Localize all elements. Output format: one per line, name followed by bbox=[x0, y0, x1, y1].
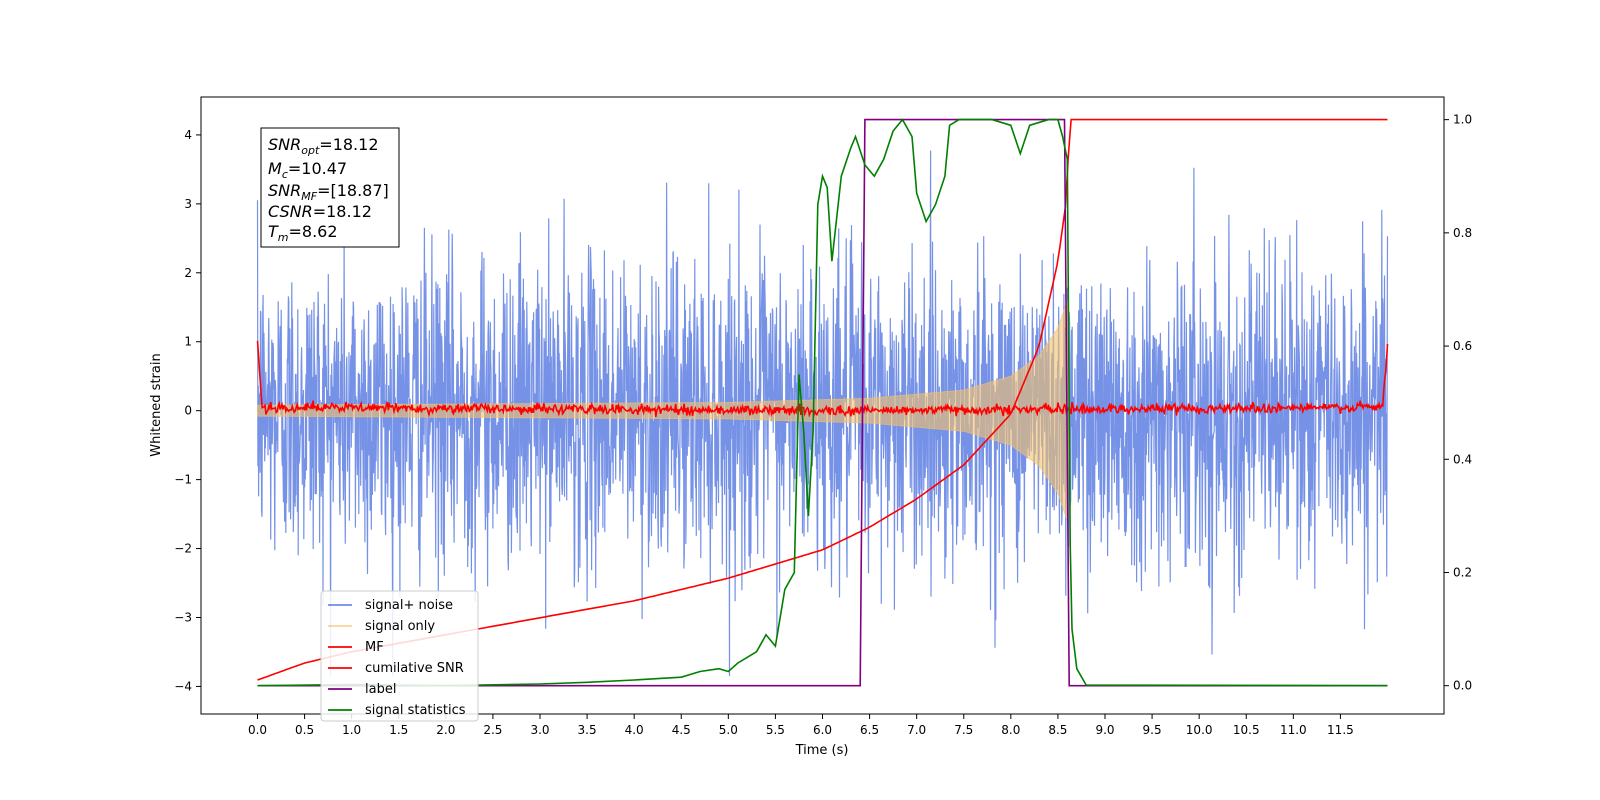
y-tick-label: 4 bbox=[184, 128, 192, 142]
annotation-csnr: CSNR=18.12 bbox=[268, 202, 372, 221]
y-right-tick-label: 1.0 bbox=[1453, 113, 1472, 127]
x-tick-label: 6.5 bbox=[860, 723, 879, 737]
annotation-box: SNRopt=18.12 Mc=10.47 SNRMF=[18.87] CSNR… bbox=[260, 127, 400, 248]
x-tick-label: 3.0 bbox=[530, 723, 549, 737]
x-axis: 0.0 0.5 1.0 1.5 2.0 2.5 3.0 3.5 4.0 4.5 5.0 5.5 6.0 6… bbox=[248, 714, 1354, 737]
x-tick-label: 5.5 bbox=[766, 723, 785, 737]
y-tick-label: −3 bbox=[174, 610, 192, 624]
x-tick-label: 9.5 bbox=[1143, 723, 1162, 737]
y-axis-right: 0.0 0.2 0.4 0.6 0.8 1.0 bbox=[1444, 113, 1472, 693]
x-tick-label: 0.0 bbox=[248, 723, 267, 737]
x-tick-label: 0.5 bbox=[295, 723, 314, 737]
x-tick-label: 10.5 bbox=[1233, 723, 1260, 737]
annotation-tm: Tm=8.62 bbox=[268, 222, 338, 244]
x-tick-label: 11.0 bbox=[1280, 723, 1307, 737]
legend-label: signal only bbox=[365, 619, 435, 634]
y-axis-left: −4 −3 −2 −1 0 1 2 3 4 bbox=[174, 128, 201, 693]
x-tick-label: 10.0 bbox=[1186, 723, 1213, 737]
legend: signal+ noise signal only MF cumilative SNR… bbox=[320, 590, 479, 722]
y-right-tick-label: 0.6 bbox=[1453, 339, 1472, 353]
x-tick-label: 9.0 bbox=[1095, 723, 1114, 737]
y-axis-label: Whitened strain bbox=[149, 353, 164, 456]
x-tick-label: 3.5 bbox=[578, 723, 597, 737]
legend-label: signal+ noise bbox=[365, 598, 453, 613]
x-tick-label: 11.5 bbox=[1327, 723, 1354, 737]
y-tick-label: 1 bbox=[184, 335, 192, 349]
x-tick-label: 2.5 bbox=[483, 723, 502, 737]
x-axis-label: Time (s) bbox=[795, 743, 849, 758]
x-tick-label: 4.0 bbox=[625, 723, 644, 737]
x-tick-label: 5.0 bbox=[719, 723, 738, 737]
annotation-snr-opt: SNRopt=18.12 bbox=[268, 135, 379, 157]
y-right-tick-label: 0.8 bbox=[1453, 226, 1472, 240]
y-tick-label: −4 bbox=[174, 679, 192, 693]
x-tick-label: 7.5 bbox=[954, 723, 973, 737]
legend-label: label bbox=[365, 682, 396, 697]
legend-label: MF bbox=[365, 640, 384, 655]
annotation-mc: Mc=10.47 bbox=[268, 159, 347, 181]
y-tick-label: 3 bbox=[184, 197, 192, 211]
y-right-tick-label: 0.4 bbox=[1453, 452, 1472, 466]
y-tick-label: 0 bbox=[184, 404, 192, 418]
series-signal-statistics bbox=[257, 118, 1388, 687]
y-tick-label: 2 bbox=[184, 266, 192, 280]
x-tick-label: 8.0 bbox=[1001, 723, 1020, 737]
y-tick-label: −2 bbox=[174, 542, 192, 556]
series-signal-noise bbox=[256, 150, 1389, 677]
y-tick-label: −1 bbox=[174, 473, 192, 487]
x-tick-label: 6.0 bbox=[813, 723, 832, 737]
series-mf bbox=[256, 340, 1389, 418]
annotation-snr-mf: SNRMF=[18.87] bbox=[268, 181, 389, 203]
series-signal-only bbox=[257, 300, 1070, 521]
x-tick-label: 1.0 bbox=[342, 723, 361, 737]
x-tick-label: 2.0 bbox=[436, 723, 455, 737]
legend-label: signal statistics bbox=[365, 703, 466, 718]
x-tick-label: 8.5 bbox=[1048, 723, 1067, 737]
legend-label: cumilative SNR bbox=[365, 661, 464, 676]
y-right-tick-label: 0.0 bbox=[1453, 679, 1472, 693]
x-tick-label: 1.5 bbox=[389, 723, 408, 737]
x-tick-label: 7.0 bbox=[907, 723, 926, 737]
y-right-tick-label: 0.2 bbox=[1453, 565, 1472, 579]
x-tick-label: 4.5 bbox=[672, 723, 691, 737]
